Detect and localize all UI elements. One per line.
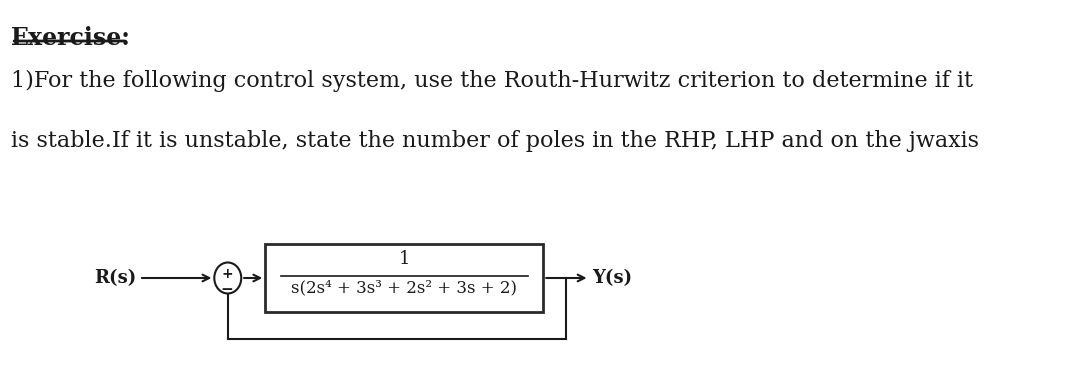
Text: s(2s⁴ + 3s³ + 2s² + 3s + 2): s(2s⁴ + 3s³ + 2s² + 3s + 2) <box>292 279 517 296</box>
Text: −: − <box>220 282 233 297</box>
Text: is stable.If it is unstable, state the number of poles in the RHP, LHP and on th: is stable.If it is unstable, state the n… <box>11 130 980 152</box>
FancyBboxPatch shape <box>266 244 543 312</box>
Text: R(s): R(s) <box>94 269 136 287</box>
Text: Exercise:: Exercise: <box>11 26 131 50</box>
Text: Y(s): Y(s) <box>592 269 632 287</box>
Text: 1)For the following control system, use the Routh-Hurwitz criterion to determine: 1)For the following control system, use … <box>11 70 973 92</box>
Text: +: + <box>222 267 233 281</box>
Text: 1: 1 <box>399 250 410 268</box>
